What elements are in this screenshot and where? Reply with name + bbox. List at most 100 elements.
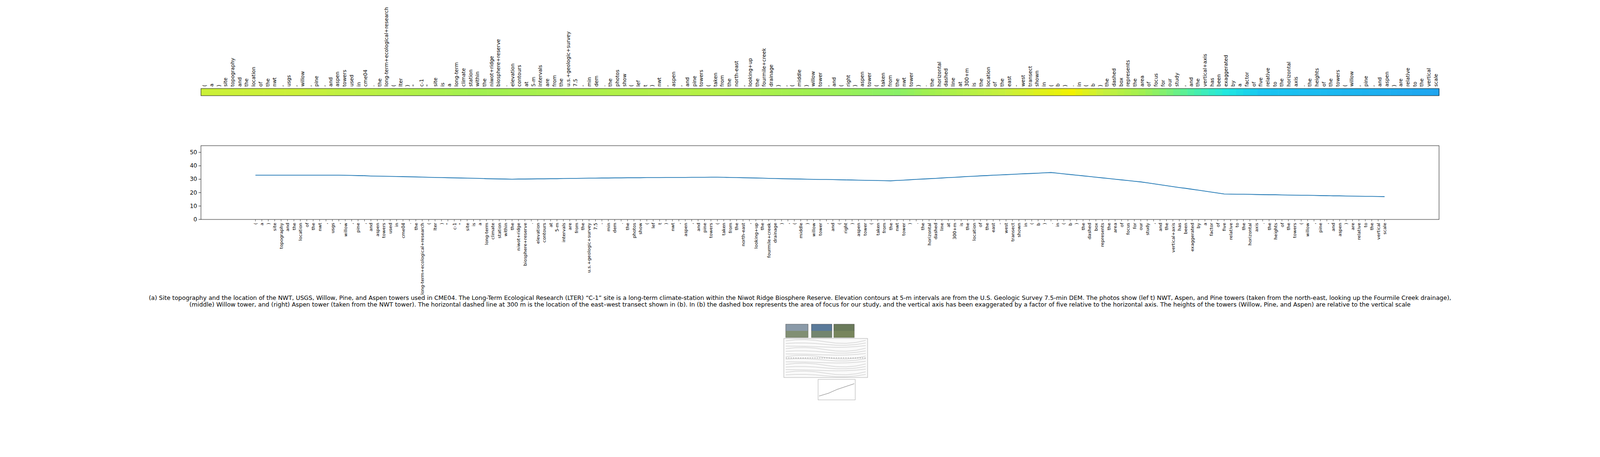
strip-token: and [1188,77,1194,87]
y-tick-label: 10 [190,202,198,210]
x-tick [877,219,879,222]
x-tick [640,219,641,222]
x-tick [601,219,602,222]
x-tick [1198,219,1199,222]
x-tick-label: 5-m [554,222,560,232]
x-tick-label: ( [1298,222,1304,225]
x-tick [1307,219,1308,222]
strip-token: nwt [656,77,662,87]
strip-token: ( [628,84,634,87]
x-tick [312,219,314,222]
x-tick-label: the [1285,222,1291,231]
thumb-contour [785,366,866,370]
thumb-photo [811,324,832,338]
x-tick [742,219,744,222]
x-tick-label: ) [663,222,669,225]
strip-cell [1376,88,1384,96]
x-tick [447,219,449,222]
strip-cell [935,88,943,96]
strip-cell [1012,88,1020,96]
strip-cell [1418,88,1426,96]
x-tick [511,219,513,222]
x-tick [1236,219,1238,222]
x-tick-label: long-term [483,222,490,246]
strip-token: heights [1313,68,1320,87]
axes: 01020304050(a)sitetopographyandthelocati… [190,145,1440,295]
x-tick-label: site [464,222,470,231]
x-tick [717,219,718,222]
strip-cell [1369,88,1377,96]
strip-cell [214,88,222,96]
strip-cell [1033,88,1041,96]
x-tick [858,219,859,222]
x-tick [839,219,840,222]
strip-cell [1005,88,1013,96]
strip-cell [1243,88,1251,96]
x-tick-label: line [939,222,945,231]
x-tick [986,219,988,222]
strip-cell [529,88,537,96]
x-tick [1332,219,1334,222]
thumb-profile [818,379,856,400]
x-tick [1095,219,1097,222]
strip-cell [235,88,243,96]
x-tick-label: show [637,222,643,235]
strip-token: ( [838,84,844,87]
x-tick-label: area [1112,222,1118,233]
strip-token: dashed [942,68,949,87]
strip-token: c-1 [418,79,425,87]
x-tick [499,219,500,222]
strip-token: east [1006,76,1012,87]
strip-cell [879,88,887,96]
x-tick-label: nwt [670,222,676,232]
strip-cell [438,88,446,96]
strip-token: ) [1390,84,1397,87]
x-tick [659,219,660,222]
strip-cell [242,88,250,96]
strip-cell [900,88,908,96]
strip-token: site [432,77,439,87]
x-tick-label: topography [278,222,284,250]
strip-cell [1054,88,1062,96]
x-tick [563,219,564,222]
thumb-map [783,338,868,378]
x-tick [800,219,801,222]
strip-token: to [1411,81,1418,87]
strip-token: tower [817,71,823,87]
thumb-contour [785,358,866,361]
x-tick [479,219,480,222]
strip-token: , [782,85,789,87]
x-tick-label: ) [849,222,855,225]
x-tick-label: north-east [740,222,746,247]
x-tick-label: and [1330,222,1336,232]
x-tick-label: ( [252,222,259,225]
strip-token: towers [341,70,348,87]
x-tick-label: tower [900,222,907,236]
x-tick-label: aspen [682,222,689,237]
strip-token: ) [215,84,222,87]
x-tick-label: focus [1125,222,1131,235]
y-tick [198,192,201,193]
strip-cell [564,88,572,96]
x-tick [428,219,430,222]
strip-token: vertical+axis [1201,53,1208,87]
strip-token: five [1257,77,1264,87]
strip-cell [690,88,698,96]
strip-cell [795,88,803,96]
x-tick [1012,219,1013,222]
x-tick [293,219,295,222]
x-tick [1031,219,1032,222]
strip-token: 5-m [530,76,537,87]
x-tick [390,219,391,222]
strip-token: ( [873,84,880,87]
strip-token: ) [915,84,921,87]
x-tick [1076,219,1077,222]
x-tick [916,219,917,222]
strip-cell [634,88,642,96]
strip-token: 300+m [963,68,970,87]
x-tick [300,219,301,222]
x-tick-label: . [1260,222,1266,225]
x-tick [1147,219,1148,222]
x-tick [614,219,615,222]
strip-token: ( [201,84,208,87]
